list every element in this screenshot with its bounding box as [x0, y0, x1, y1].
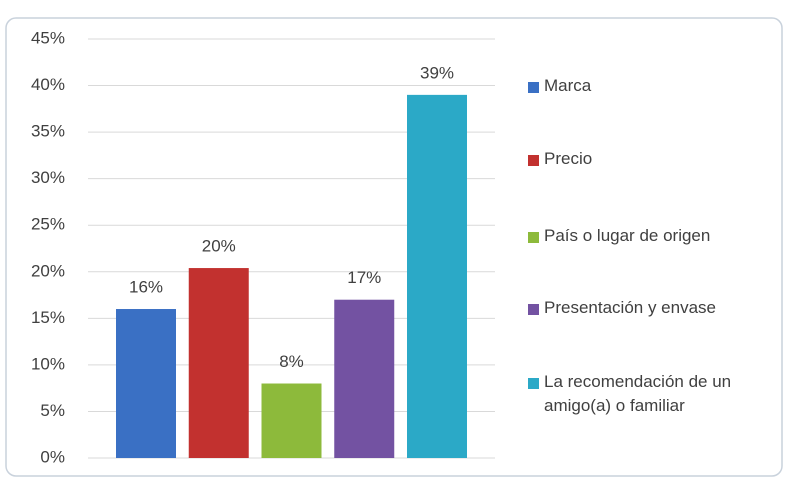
legend-label: Precio	[544, 149, 593, 168]
data-label: 20%	[202, 237, 236, 256]
y-tick-label: 0%	[40, 447, 65, 466]
bar	[407, 94, 467, 458]
bar	[116, 309, 176, 458]
y-tick-label: 10%	[31, 354, 65, 373]
legend-item: País o lugar de origen	[528, 226, 710, 248]
y-tick-label: 45%	[31, 28, 65, 47]
y-tick-label: 25%	[31, 215, 65, 234]
data-label: 17%	[347, 268, 381, 287]
legend-swatch	[528, 378, 539, 389]
legend-swatch	[528, 155, 539, 166]
legend-item: La recomendación de un amigo(a) o famili…	[528, 372, 766, 418]
legend-item: Marca	[528, 76, 591, 98]
bar	[261, 383, 322, 458]
legend-item: Precio	[528, 149, 592, 171]
legend-swatch	[528, 304, 539, 315]
y-tick-label: 30%	[31, 168, 65, 187]
legend-label: Marca	[544, 76, 592, 95]
legend-swatch	[528, 82, 539, 93]
data-label: 16%	[129, 278, 163, 297]
legend-label: La recomendación de un amigo(a) o famili…	[544, 372, 732, 415]
data-label: 8%	[279, 352, 304, 371]
y-tick-label: 15%	[31, 308, 65, 327]
data-label: 39%	[420, 63, 454, 82]
y-tick-label: 35%	[31, 122, 65, 141]
legend-swatch	[528, 232, 539, 243]
legend-item: Presentación y envase	[528, 298, 716, 320]
y-tick-label: 20%	[31, 261, 65, 280]
y-tick-label: 40%	[31, 75, 65, 94]
bar	[188, 268, 249, 458]
bar	[334, 299, 395, 458]
legend-label: Presentación y envase	[544, 298, 716, 317]
legend-label: País o lugar de origen	[544, 226, 711, 245]
y-tick-label: 5%	[40, 401, 65, 420]
